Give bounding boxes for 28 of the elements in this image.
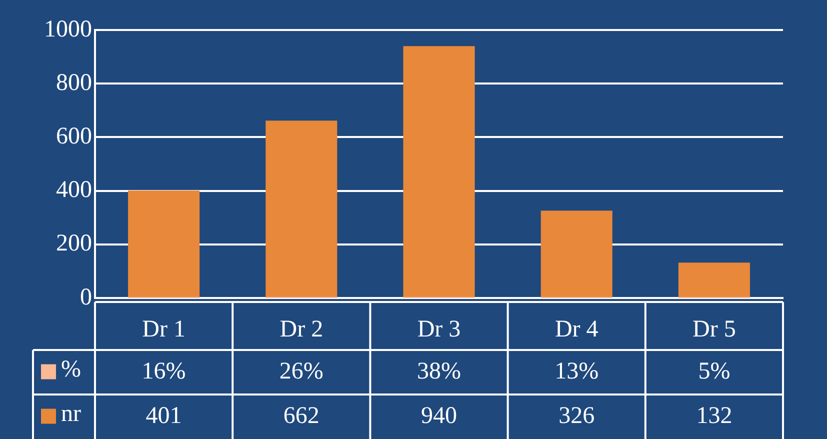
x-tick-label: Dr 3	[417, 316, 461, 342]
x-tick-label: Dr 1	[142, 316, 186, 342]
bar	[403, 46, 475, 297]
bar	[266, 120, 338, 297]
data-label: 16%	[142, 358, 186, 385]
data-label: 5%	[698, 358, 730, 385]
data-label: 38%	[417, 358, 461, 385]
y-tick-label: 600	[56, 123, 92, 150]
data-label: 26%	[279, 358, 324, 385]
data-label: 132	[696, 403, 732, 430]
y-tick-label: 1000	[44, 16, 92, 42]
y-tick-label: 400	[56, 177, 92, 204]
data-label: 940	[421, 403, 457, 430]
legend-label: nr	[61, 401, 81, 428]
legend-label: %	[61, 356, 81, 383]
bar	[128, 190, 200, 297]
x-tick-label: Dr 4	[554, 316, 598, 342]
y-tick-label: 800	[56, 70, 92, 96]
x-tick-label: Dr 5	[692, 316, 736, 342]
data-label: 326	[558, 403, 595, 430]
x-tick-label: Dr 2	[280, 316, 324, 342]
data-label: 662	[283, 403, 320, 430]
y-tick-label: 200	[56, 230, 92, 257]
bar	[678, 262, 750, 297]
data-label: 401	[146, 403, 182, 430]
bar	[540, 210, 612, 297]
y-tick-label: 0	[80, 284, 92, 310]
data-label: 13%	[554, 358, 599, 385]
